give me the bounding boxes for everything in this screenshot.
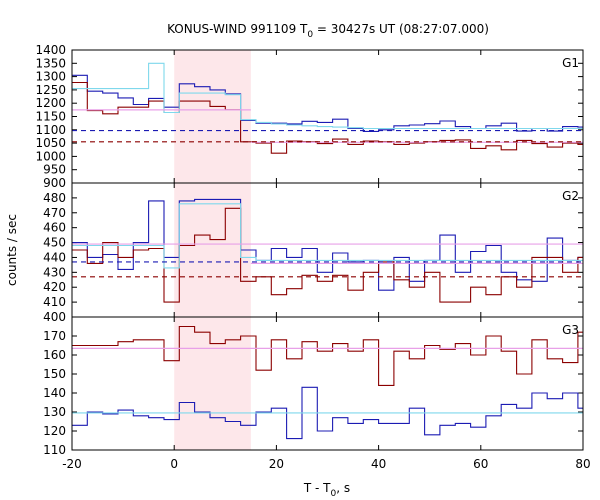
y-tick-label-g1: 1300 <box>35 70 66 84</box>
g2-red-step-series <box>72 207 583 303</box>
y-tick-label-g2: 450 <box>43 236 66 250</box>
y-tick-label-g2: 480 <box>43 191 66 205</box>
panel-label-g3: G3 <box>562 323 579 337</box>
x-tick-label: -20 <box>62 457 82 471</box>
y-tick-label-g2: 430 <box>43 265 66 279</box>
y-tick-label-g3: 170 <box>43 329 66 343</box>
y-tick-label-g1: 1050 <box>35 136 66 150</box>
x-tick-label: 40 <box>371 457 386 471</box>
y-tick-label-g1: 1250 <box>35 83 66 97</box>
y-tick-label-g3: 130 <box>43 405 66 419</box>
x-tick-label: 0 <box>170 457 178 471</box>
y-tick-label-g1: 900 <box>43 176 66 190</box>
x-tick-label: 80 <box>575 457 590 471</box>
y-tick-label-g1: 1200 <box>35 96 66 110</box>
panel-label-g2: G2 <box>562 189 579 203</box>
y-tick-label-g1: 1150 <box>35 110 66 124</box>
shaded-interval-g1 <box>174 50 251 183</box>
y-tick-label-g1: 1350 <box>35 56 66 70</box>
panel-label-g1: G1 <box>562 56 579 70</box>
y-tick-label-g1: 950 <box>43 163 66 177</box>
y-tick-label-g2: 460 <box>43 221 66 235</box>
y-tick-label-g2: 400 <box>43 310 66 324</box>
y-tick-label-g3: 110 <box>43 443 66 457</box>
g3-red-step-series <box>72 325 583 386</box>
g1-cyan-step-series <box>72 62 583 130</box>
g2-blue-step-series <box>72 198 583 291</box>
y-tick-label-g2: 420 <box>43 280 66 294</box>
shaded-interval-g2 <box>174 183 251 317</box>
y-tick-label-g3: 150 <box>43 367 66 381</box>
panel-frame-g3 <box>71 316 584 451</box>
g3-blue-step-series <box>72 386 583 440</box>
y-tick-label-g1: 1400 <box>35 43 66 57</box>
chart-title: KONUS-WIND 991109 T0 = 30427s UT (08:27:… <box>167 22 489 40</box>
y-tick-label-g2: 470 <box>43 206 66 220</box>
x-tick-label: 60 <box>473 457 488 471</box>
y-tick-label-g3: 140 <box>43 386 66 400</box>
y-axis-label: counts / sec <box>5 214 19 286</box>
y-tick-label-g3: 160 <box>43 348 66 362</box>
shaded-interval-g3 <box>174 317 251 450</box>
y-tick-label-g2: 440 <box>43 250 66 264</box>
plot-area: 9009501000105011001150120012501300135014… <box>35 43 590 471</box>
x-tick-label: 20 <box>269 457 284 471</box>
x-axis-label: T - T0, s <box>303 481 350 499</box>
y-tick-label-g1: 1000 <box>35 149 66 163</box>
y-tick-label-g3: 120 <box>43 424 66 438</box>
g2-cyan-step-series <box>72 203 583 269</box>
y-tick-label-g2: 410 <box>43 295 66 309</box>
y-tick-label-g1: 1100 <box>35 123 66 137</box>
